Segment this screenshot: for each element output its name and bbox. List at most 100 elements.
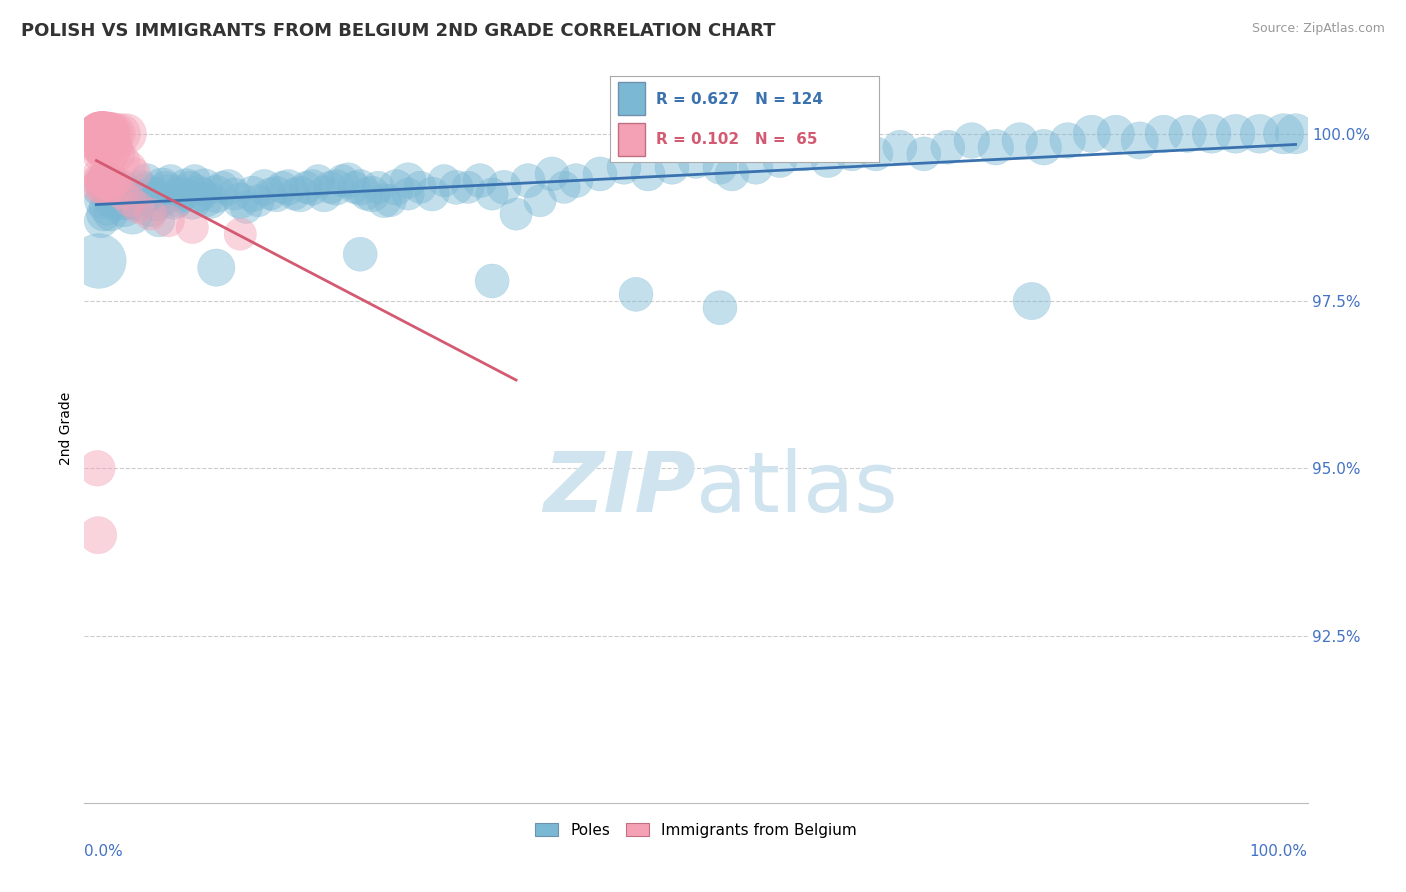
Point [721, 167, 744, 181]
Point [91, 127, 114, 141]
Point [481, 187, 503, 202]
Point [193, 180, 215, 194]
Point [240, 187, 263, 202]
Point [624, 287, 647, 301]
Point [110, 127, 132, 141]
Text: atlas: atlas [696, 448, 897, 529]
Point [494, 180, 516, 194]
Point [541, 167, 564, 181]
Point [118, 194, 141, 208]
Point [135, 174, 157, 188]
Point [373, 194, 395, 208]
Point [1284, 127, 1306, 141]
Point [290, 187, 312, 202]
Point [90, 127, 112, 141]
Point [93, 207, 115, 221]
Point [271, 180, 294, 194]
Point [145, 194, 167, 208]
Point [93, 127, 117, 141]
Point [179, 180, 201, 194]
Point [745, 161, 768, 175]
Point [98, 187, 121, 202]
Point [87, 127, 110, 141]
Point [89, 127, 111, 141]
Point [319, 180, 342, 194]
Point [96, 174, 118, 188]
Point [118, 194, 141, 208]
Point [87, 167, 110, 181]
Point [163, 194, 186, 208]
Point [86, 127, 108, 141]
Point [613, 161, 636, 175]
Point [481, 274, 503, 288]
Point [93, 127, 115, 141]
Point [91, 140, 114, 154]
Point [307, 174, 329, 188]
Point [110, 194, 132, 208]
Point [433, 174, 456, 188]
Point [841, 146, 863, 161]
Point [100, 207, 122, 221]
Point [124, 167, 146, 181]
Point [367, 180, 389, 194]
Point [409, 180, 432, 194]
Point [769, 153, 792, 168]
Point [589, 167, 612, 181]
Point [107, 187, 129, 202]
Point [354, 187, 377, 202]
Text: Source: ZipAtlas.com: Source: ZipAtlas.com [1251, 22, 1385, 36]
Point [112, 200, 135, 214]
Point [361, 187, 384, 202]
Point [124, 187, 146, 202]
Point [89, 180, 111, 194]
Point [224, 187, 246, 202]
Point [94, 180, 117, 194]
Point [93, 180, 115, 194]
Point [90, 127, 112, 141]
Point [205, 260, 228, 275]
Point [793, 146, 815, 161]
Point [1201, 127, 1223, 141]
Point [1153, 127, 1175, 141]
Point [98, 174, 121, 188]
Point [343, 180, 366, 194]
Y-axis label: 2nd Grade: 2nd Grade [59, 392, 73, 465]
Point [457, 180, 479, 194]
Point [87, 140, 110, 154]
Point [90, 133, 112, 147]
Point [174, 180, 197, 194]
Point [139, 200, 162, 214]
Point [529, 194, 551, 208]
Point [103, 174, 125, 188]
Point [89, 146, 111, 161]
Point [183, 174, 205, 188]
Point [396, 174, 419, 188]
Point [217, 180, 239, 194]
Point [111, 153, 134, 168]
Point [235, 200, 257, 214]
Point [565, 174, 588, 188]
Point [150, 180, 173, 194]
Point [94, 127, 117, 141]
Point [104, 187, 127, 202]
Point [155, 180, 177, 194]
Point [118, 161, 141, 175]
Point [87, 180, 110, 194]
Point [1225, 127, 1247, 141]
Point [127, 194, 149, 208]
Point [385, 180, 408, 194]
Point [169, 187, 191, 202]
Text: POLISH VS IMMIGRANTS FROM BELGIUM 2ND GRADE CORRELATION CHART: POLISH VS IMMIGRANTS FROM BELGIUM 2ND GR… [21, 22, 776, 40]
Point [89, 127, 111, 141]
Point [87, 174, 110, 188]
Point [247, 194, 270, 208]
Point [139, 207, 162, 221]
Legend: Poles, Immigrants from Belgium: Poles, Immigrants from Belgium [529, 816, 863, 844]
Point [709, 301, 731, 315]
Point [100, 127, 122, 141]
Text: ZIP: ZIP [543, 448, 696, 529]
Point [817, 153, 839, 168]
Point [349, 247, 371, 261]
Point [1177, 127, 1199, 141]
Point [1249, 127, 1271, 141]
